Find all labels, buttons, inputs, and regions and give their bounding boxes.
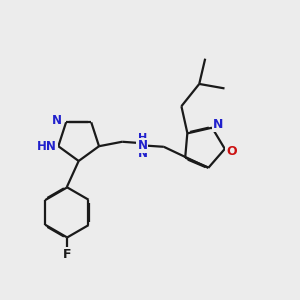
Text: HN: HN	[37, 140, 57, 153]
Text: N: N	[137, 147, 147, 160]
Text: O: O	[226, 146, 237, 158]
Text: H: H	[138, 138, 147, 148]
Text: N: N	[52, 114, 62, 127]
Text: N: N	[213, 118, 224, 131]
Text: N: N	[137, 139, 147, 152]
Text: F: F	[62, 248, 71, 260]
Text: H: H	[138, 133, 147, 143]
